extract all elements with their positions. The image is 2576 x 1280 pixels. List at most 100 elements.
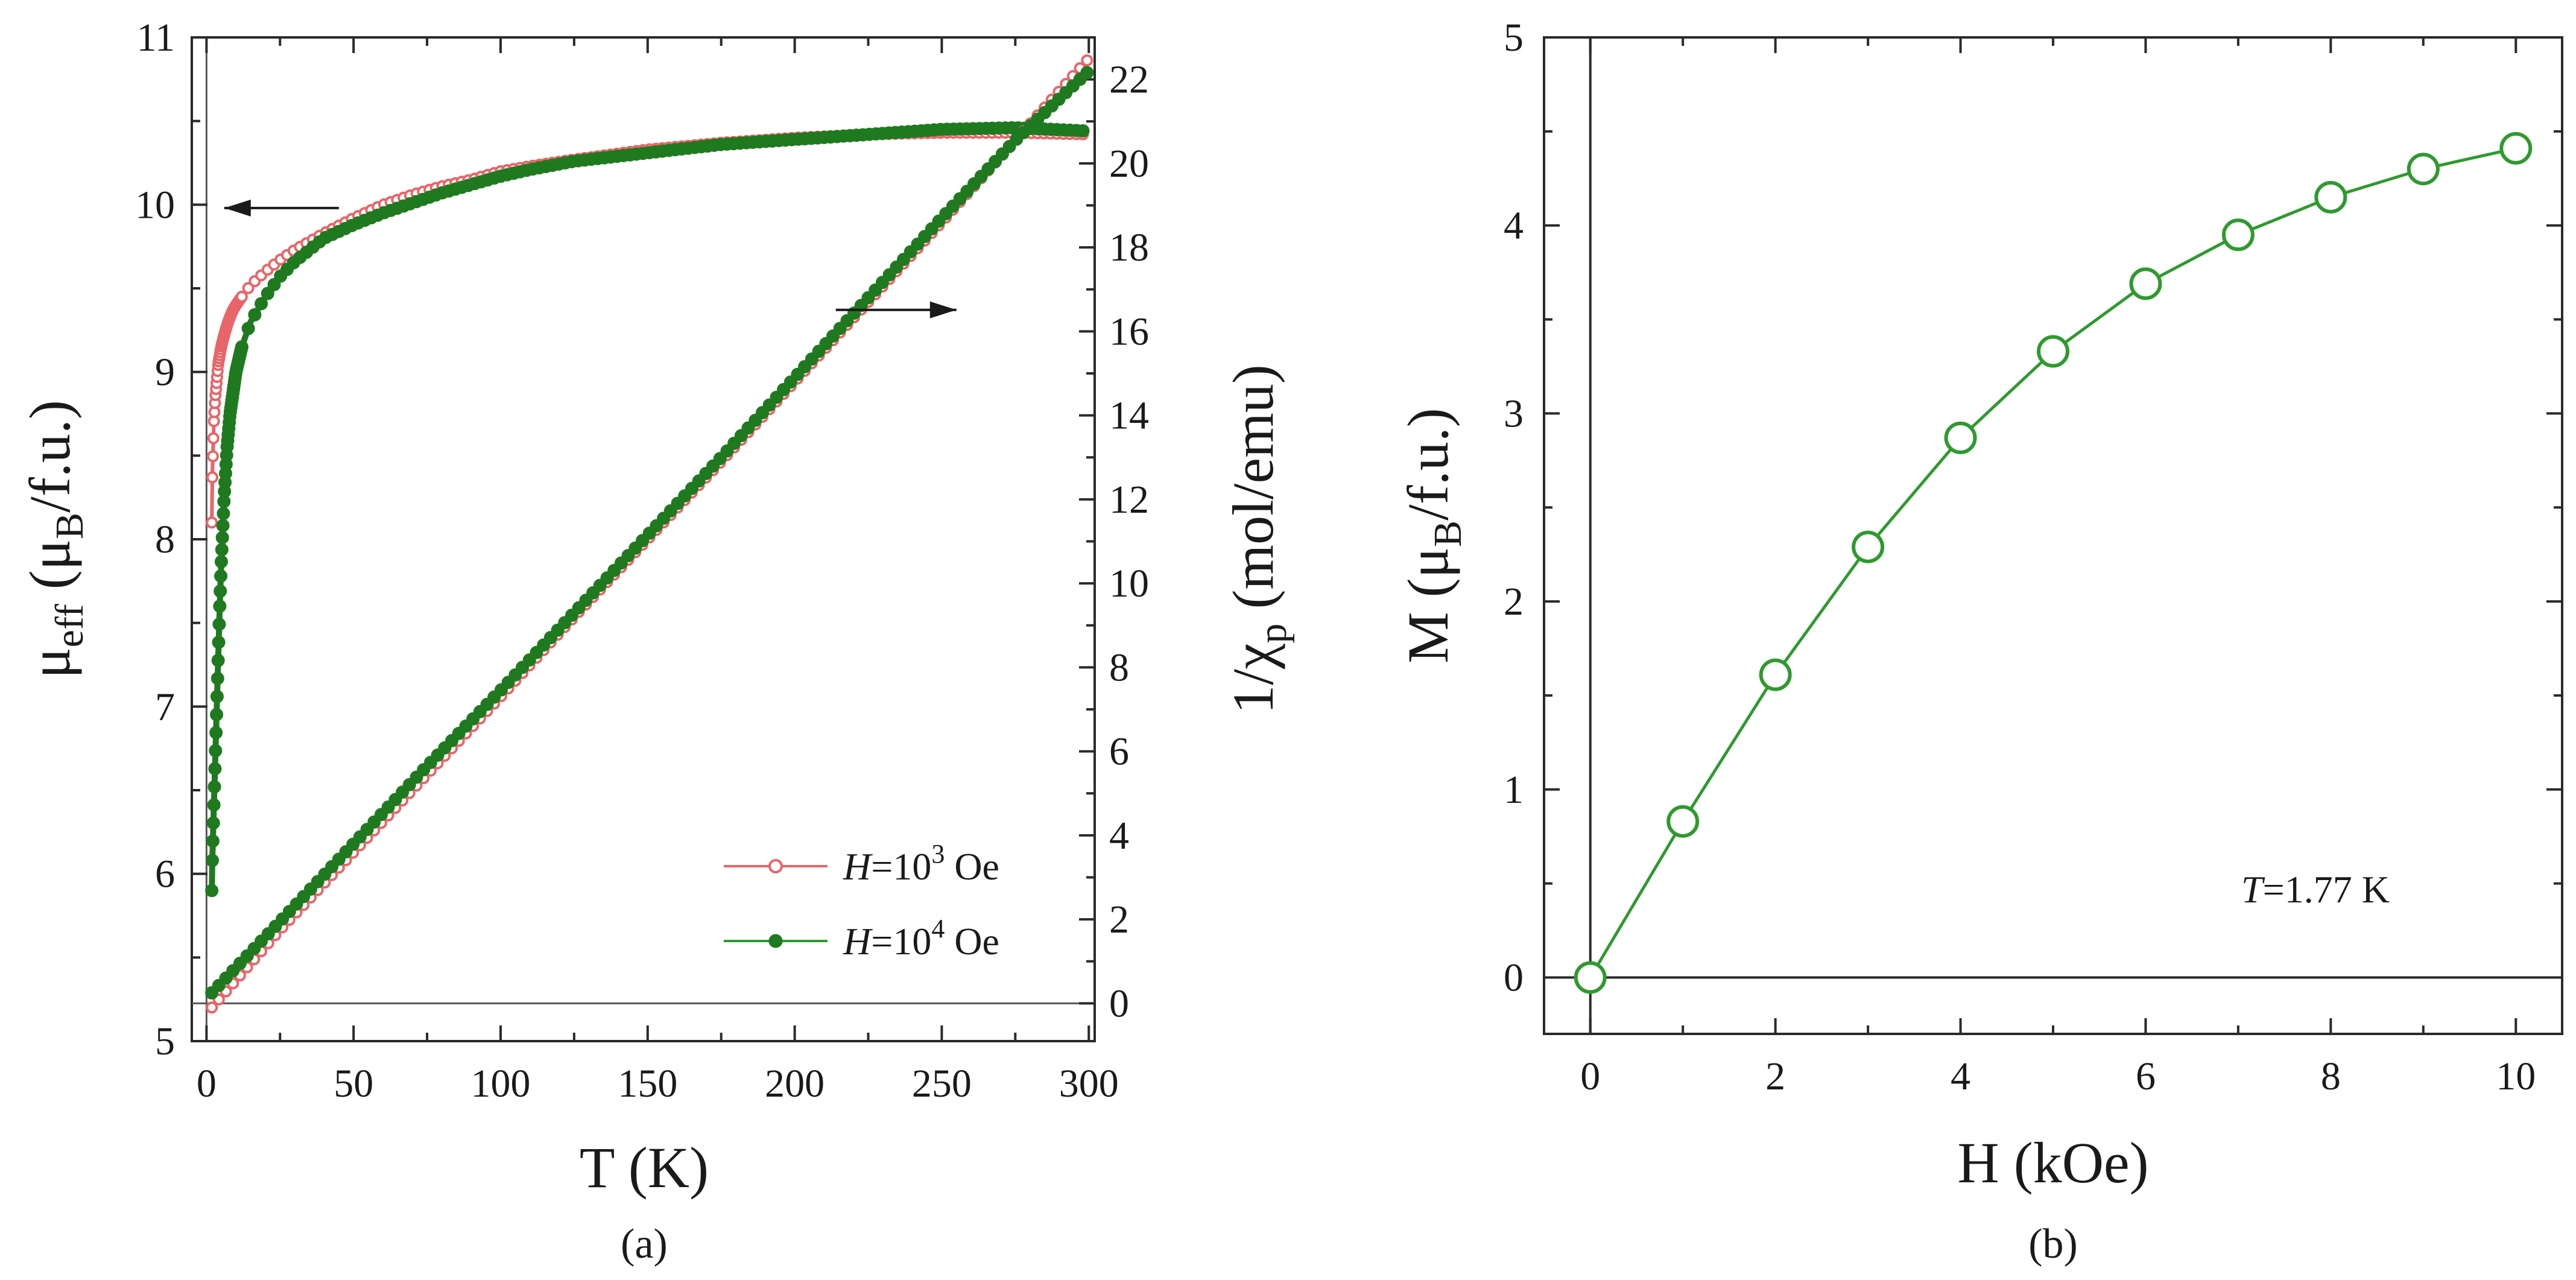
annotation-t: T bbox=[2241, 868, 2265, 911]
panel-a-data-point bbox=[241, 322, 255, 335]
panel-b-data-point bbox=[2314, 180, 2347, 214]
panel-b-x-tick-label: 10 bbox=[2496, 1054, 2536, 1098]
b-ylabel-main: M bbox=[1396, 612, 1460, 663]
panel-a-x-tick-label: 150 bbox=[618, 1062, 677, 1106]
panel-b-y-axis-label: M (μB/f.u.) bbox=[1396, 408, 1470, 663]
panel-a-data-point bbox=[207, 432, 220, 445]
legend-h1e4-eq: =10 bbox=[871, 920, 931, 963]
panel-a-right-y-tick-label: 14 bbox=[1109, 394, 1149, 438]
panel-b-y-tick-label: 5 bbox=[1504, 16, 1524, 60]
legend-h1e3-eq: =10 bbox=[871, 845, 931, 888]
panel-b: 0 2 4 6 8 10 0 1 2 3 4 5 T=1.77 K H (kOe) M (μB/f.u… bbox=[1396, 16, 2563, 1267]
panel-b-series-line bbox=[1589, 147, 2516, 978]
panel-a-right-y-axis-label: 1/χp (mol/emu) bbox=[1221, 364, 1295, 714]
panel-a-data-point bbox=[209, 726, 223, 740]
panel-a-data-point bbox=[206, 854, 220, 867]
b-ylabel-sub: B bbox=[1426, 521, 1470, 547]
panel-a-left-y-tick-label: 9 bbox=[155, 350, 175, 394]
panel-b-data-point bbox=[2407, 153, 2440, 186]
panel-a-right-y-tick-label: 10 bbox=[1109, 562, 1149, 606]
panel-a-data-point bbox=[210, 671, 224, 685]
panel-b-y-tick-label: 4 bbox=[1504, 204, 1524, 248]
b-ylabel-close: /f.u.) bbox=[1396, 408, 1460, 521]
panel-a-data-point bbox=[216, 519, 230, 533]
legend-marker-h1e3 bbox=[768, 859, 783, 873]
left-ylabel-sub: eff bbox=[48, 604, 92, 647]
panel-a-right-y-tick-label: 6 bbox=[1109, 730, 1129, 774]
panel-a-data-point bbox=[215, 543, 229, 557]
panel-a-data-point bbox=[210, 689, 224, 703]
panel-a-data-point bbox=[206, 516, 218, 529]
panel-b-x-axis-label: H (kOe) bbox=[1957, 1130, 2148, 1195]
legend-h1e3-sup: 3 bbox=[931, 839, 945, 869]
panel-a-data-point bbox=[1080, 66, 1094, 80]
legend-label-h1e3: H=103 Oe bbox=[843, 839, 999, 888]
panel-a-left-y-tick-label: 8 bbox=[155, 518, 175, 562]
panel-a-data-point bbox=[248, 308, 262, 322]
legend-h1e4-prefix: H bbox=[843, 920, 873, 963]
right-ylabel-main: 1/χ bbox=[1221, 643, 1285, 714]
panel-b-data-point bbox=[1944, 421, 1977, 454]
panel-b-x-tick-label: 6 bbox=[2136, 1054, 2156, 1098]
panel-a-arrow-head bbox=[929, 301, 957, 318]
annotation-value: =1.77 K bbox=[2263, 868, 2390, 911]
panel-a-series bbox=[205, 54, 1094, 1014]
panel-b-data-point bbox=[2037, 335, 2069, 368]
panel-a-data-point bbox=[235, 340, 248, 354]
panel-a-right-y-tick-label: 22 bbox=[1109, 58, 1149, 102]
panel-a-data-point bbox=[215, 531, 229, 545]
panel-b-y-tick-label: 0 bbox=[1504, 955, 1524, 1000]
panel-a-data-point bbox=[207, 780, 221, 794]
left-ylabel-b: B bbox=[48, 513, 92, 539]
legend-label-h1e4: H=104 Oe bbox=[843, 914, 999, 963]
panel-a-data-point bbox=[213, 599, 227, 613]
panel-b-frame bbox=[1543, 36, 2563, 1035]
panel-a-data-point bbox=[235, 290, 248, 303]
panel-a-caption: (a) bbox=[621, 1221, 668, 1267]
panel-a-series-line bbox=[210, 131, 1089, 523]
panel-a-series-line bbox=[209, 124, 1089, 891]
panel-a-right-y-tick-label: 8 bbox=[1109, 645, 1129, 689]
panel-a-tick-labels: 0 50 100 150 200 250 300 5 6 7 8 9 10 11 0 2 4 6 8 10 12 14 16… bbox=[135, 16, 1149, 1106]
panel-a-data-point bbox=[255, 297, 268, 311]
panel-a-right-y-tick-label: 16 bbox=[1109, 309, 1149, 353]
left-ylabel-close: /f.u.) bbox=[17, 400, 82, 513]
panel-b-x-tick-label: 0 bbox=[1580, 1054, 1600, 1098]
panel-a-data-point bbox=[206, 816, 220, 830]
panel-a-right-y-tick-label: 0 bbox=[1109, 981, 1129, 1025]
panel-b-data-point bbox=[2221, 218, 2255, 252]
panel-b-y-tick-label: 1 bbox=[1504, 768, 1524, 812]
panel-a-data-point bbox=[212, 635, 226, 649]
panel-b-data-point bbox=[1574, 961, 1607, 994]
panel-a-data-point bbox=[206, 834, 220, 848]
b-ylabel-open: (μ bbox=[1396, 547, 1460, 612]
panel-a-data-point bbox=[217, 507, 230, 521]
panel-a-data-point bbox=[206, 450, 219, 463]
panel-b-x-tick-label: 8 bbox=[2321, 1054, 2341, 1098]
panel-b-reference-lines bbox=[1544, 37, 2562, 1034]
panel-a-data-point bbox=[211, 653, 225, 667]
panel-a-x-tick-label: 50 bbox=[334, 1062, 373, 1106]
panel-a-x-tick-label: 250 bbox=[912, 1062, 972, 1106]
panel-a-arrow-head bbox=[224, 199, 251, 217]
panel-b-x-tick-label: 4 bbox=[1951, 1054, 1970, 1098]
panel-a-left-y-tick-label: 6 bbox=[155, 852, 175, 896]
panel-b-x-tick-label: 2 bbox=[1765, 1054, 1785, 1098]
panel-b-data-point bbox=[1666, 805, 1700, 838]
panel-a-right-y-tick-label: 12 bbox=[1109, 478, 1149, 522]
panel-b-data-point bbox=[1852, 530, 1885, 563]
panel-a-left-y-tick-label: 11 bbox=[136, 16, 175, 60]
panel-b-temperature-annotation: T=1.77 K bbox=[2241, 868, 2390, 911]
panel-a-legend: H=103 Oe H=104 Oe bbox=[724, 839, 999, 963]
panel-a-data-point bbox=[207, 798, 221, 812]
right-ylabel-rest: (mol/emu) bbox=[1221, 364, 1285, 623]
panel-a-data-point bbox=[210, 708, 224, 721]
panel-a-data-point bbox=[208, 762, 222, 776]
panel-b-data-point bbox=[2499, 131, 2533, 165]
panel-a-arrows bbox=[224, 199, 957, 318]
panel-a-data-point bbox=[214, 569, 228, 583]
panel-a-x-tick-label: 200 bbox=[765, 1062, 824, 1106]
panel-a-x-tick-label: 300 bbox=[1059, 1062, 1119, 1106]
